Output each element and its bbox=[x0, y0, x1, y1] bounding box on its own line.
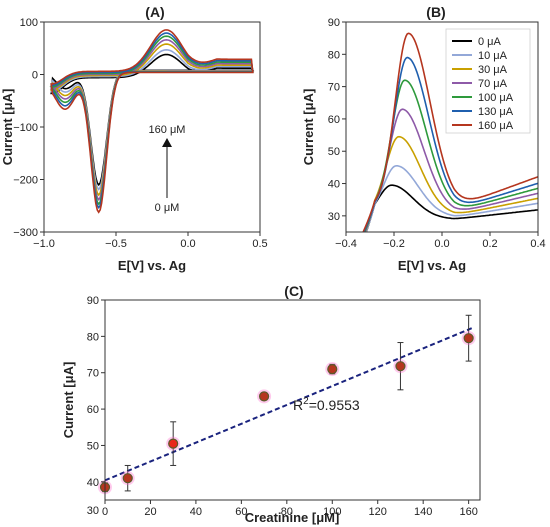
y-tick-label: 50 bbox=[328, 146, 340, 158]
panel-c-y-ticks: 90 80 70 60 50 40 30 bbox=[87, 295, 105, 517]
panel-a: (A) −1.0 −0.5 0.0 0.5 100 0 −100 −200 −300 E[V]… bbox=[0, 4, 268, 273]
x-tick-label: 0.2 bbox=[482, 238, 497, 250]
x-tick-label: 80 bbox=[281, 506, 293, 518]
x-tick-label: −0.5 bbox=[105, 238, 127, 250]
x-tick-label: 40 bbox=[190, 506, 202, 518]
y-tick-label: −200 bbox=[13, 175, 38, 187]
legend-label-3: 70 μA bbox=[478, 78, 508, 90]
legend-label-4: 100 μA bbox=[478, 92, 514, 104]
y-tick-label: 30 bbox=[328, 211, 340, 223]
y-tick-label: 30 bbox=[87, 505, 99, 517]
data-point bbox=[122, 473, 133, 484]
y-tick-label: 80 bbox=[87, 331, 99, 343]
y-tick-label: 100 bbox=[20, 17, 38, 29]
data-point bbox=[327, 363, 338, 375]
panel-b-legend: 0 μA 10 μA 30 μA 70 μA 100 μA 130 μA 160 μA bbox=[452, 36, 514, 132]
y-tick-label: 80 bbox=[328, 49, 340, 61]
y-tick-label: 50 bbox=[87, 440, 99, 452]
x-tick-label: 0.5 bbox=[252, 238, 267, 250]
y-tick-label: 0 bbox=[32, 70, 38, 82]
panel-b-y-label: Current [μA] bbox=[301, 89, 316, 166]
fit-line bbox=[104, 326, 474, 482]
panel-a-annotation-bottom: 0 μM bbox=[155, 202, 180, 214]
x-tick-label: 0.4 bbox=[530, 238, 545, 250]
y-tick-label: 70 bbox=[87, 368, 99, 380]
y-tick-label: 60 bbox=[87, 404, 99, 416]
dpv-curve-6 bbox=[362, 32, 538, 232]
x-tick-label: 20 bbox=[144, 506, 156, 518]
panel-a-y-label: Current [μA] bbox=[0, 89, 15, 166]
data-point bbox=[168, 438, 179, 449]
panel-a-y-ticks: 100 0 −100 −200 −300 bbox=[13, 17, 44, 239]
cv-curve-6 bbox=[50, 29, 254, 214]
panel-b-legend-box bbox=[445, 28, 531, 134]
x-tick-label: 140 bbox=[414, 506, 432, 518]
x-tick-label: −1.0 bbox=[33, 238, 55, 250]
x-tick-label: −0.2 bbox=[383, 238, 405, 250]
legend-label-2: 30 μA bbox=[478, 64, 508, 76]
panel-b-title: (B) bbox=[426, 4, 445, 20]
x-tick-label: 120 bbox=[369, 506, 387, 518]
y-tick-label: 70 bbox=[328, 82, 340, 94]
panel-c-frame bbox=[104, 299, 481, 501]
x-tick-label: 160 bbox=[459, 506, 477, 518]
data-point bbox=[258, 391, 270, 402]
panel-c-title: (C) bbox=[284, 283, 303, 299]
legend-label-1: 10 μA bbox=[478, 50, 508, 62]
panel-c-x-ticks: 0 20 40 60 80 100 120 140 160 bbox=[102, 500, 478, 518]
y-tick-label: −100 bbox=[13, 122, 38, 134]
data-point bbox=[463, 333, 474, 344]
x-tick-label: 100 bbox=[323, 506, 341, 518]
y-tick-label: 90 bbox=[87, 295, 99, 307]
x-tick-label: 0.0 bbox=[434, 238, 449, 250]
legend-label-6: 160 μA bbox=[478, 120, 514, 132]
panel-c-y-label: Current [μA] bbox=[61, 362, 76, 439]
panel-b: (B) −0.4 −0.2 0.0 0.2 0.4 90 80 70 60 50 40 30 E[V… bbox=[301, 4, 546, 273]
x-tick-label: 0 bbox=[102, 506, 108, 518]
y-tick-label: 40 bbox=[328, 179, 340, 191]
panel-a-annotation-top: 160 μM bbox=[149, 124, 186, 136]
panel-c: (C) 0 20 40 60 80 100 120 140 160 90 80 70 60 50 40 30… bbox=[61, 283, 481, 525]
cv-curve-3 bbox=[49, 38, 254, 202]
y-tick-label: 60 bbox=[328, 114, 340, 126]
panel-a-arrow-head bbox=[162, 138, 172, 147]
panel-c-marks bbox=[98, 314, 476, 495]
panel-b-x-label: E[V] vs. Ag bbox=[398, 258, 466, 273]
panel-b-curves bbox=[362, 32, 538, 232]
panel-c-x-label: Creatinine [μM] bbox=[245, 510, 340, 525]
panel-b-x-ticks: −0.4 −0.2 0.0 0.2 0.4 bbox=[335, 232, 546, 250]
x-tick-label: 0.0 bbox=[180, 238, 195, 250]
panel-a-curves bbox=[49, 29, 255, 214]
legend-label-5: 130 μA bbox=[478, 106, 514, 118]
y-tick-label: 40 bbox=[87, 477, 99, 489]
panel-a-title: (A) bbox=[145, 4, 164, 20]
y-tick-label: 90 bbox=[328, 17, 340, 29]
panel-b-y-ticks: 90 80 70 60 50 40 30 bbox=[328, 17, 346, 223]
panel-a-x-label: E[V] vs. Ag bbox=[118, 258, 186, 273]
panel-c-r-squared: R2=0.9553 bbox=[293, 396, 360, 413]
x-tick-label: −0.4 bbox=[335, 238, 357, 250]
data-point bbox=[395, 361, 406, 372]
panel-a-x-ticks: −1.0 −0.5 0.0 0.5 bbox=[33, 232, 268, 250]
y-tick-label: −300 bbox=[13, 227, 38, 239]
legend-label-0: 0 μA bbox=[478, 36, 502, 48]
x-tick-label: 60 bbox=[235, 506, 247, 518]
